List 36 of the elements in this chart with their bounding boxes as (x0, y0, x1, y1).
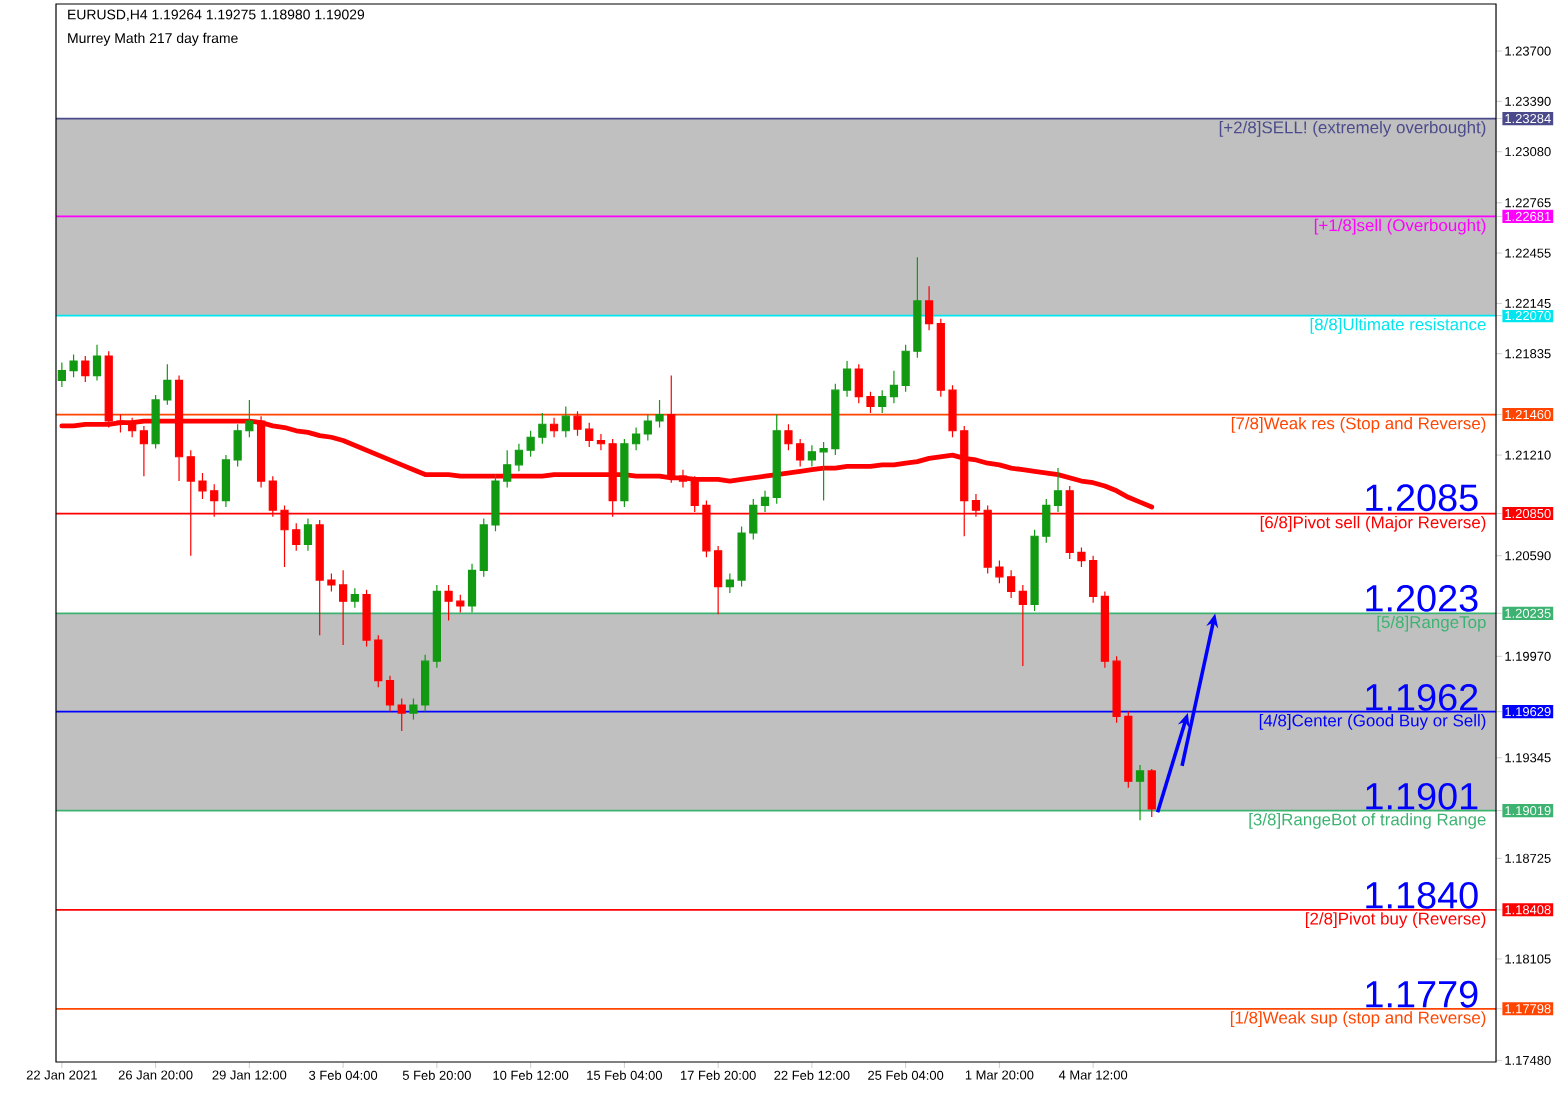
ref-line-label: [5/8]RangeTop (1377, 615, 1486, 632)
candlestick (1135, 764, 1145, 821)
ref-line-label: [1/8]Weak sup (stop and Reverse) (1230, 1011, 1486, 1027)
candlestick (678, 469, 688, 489)
candlestick (303, 517, 313, 552)
annotation: 1.1962 (1366, 683, 1478, 711)
candlestick (549, 417, 559, 438)
ref-line-label: [+1/8]sell (Overbought) (1314, 218, 1486, 235)
annotation: 1.2085 (1366, 484, 1478, 512)
candlestick (760, 490, 770, 513)
candlestick (139, 425, 149, 477)
annotation: 1.1840 (1366, 881, 1478, 909)
ref-line-label: [7/8]Weak res (Stop and Reverse) (1231, 416, 1486, 433)
candlestick (92, 344, 102, 382)
candlestick (385, 675, 395, 713)
candlestick (1147, 768, 1156, 818)
candlestick (878, 389, 887, 414)
candlestick (81, 355, 90, 383)
ref-line-label: [+2/8]SELL! (extremely overbought) (1219, 120, 1486, 137)
candlestick (467, 563, 477, 614)
candlestick (397, 697, 406, 732)
candlestick (1053, 467, 1063, 513)
candlestick (561, 405, 570, 438)
ref-line-label: [8/8]Ultimate resistance (1310, 317, 1486, 334)
ref-line-label: [4/8]Center (Good Buy or Sell) (1259, 714, 1486, 730)
candlestick (924, 285, 934, 331)
candlestick (432, 584, 441, 669)
annotation: 1.1779 (1366, 980, 1478, 1008)
annotation: 1.2023 (1366, 584, 1478, 612)
ref-line-label: [3/8]RangeBot of trading Range (1249, 813, 1486, 829)
candlestick (350, 587, 359, 609)
candlestick (1018, 584, 1027, 667)
annotation: 1.1901 (1366, 782, 1478, 810)
candlestick (772, 413, 781, 505)
ref-line-label: [6/8]Pivot sell (Major Reverse) (1260, 515, 1486, 532)
ref-line-label: [2/8]Pivot buy (Reverse) (1305, 912, 1486, 928)
